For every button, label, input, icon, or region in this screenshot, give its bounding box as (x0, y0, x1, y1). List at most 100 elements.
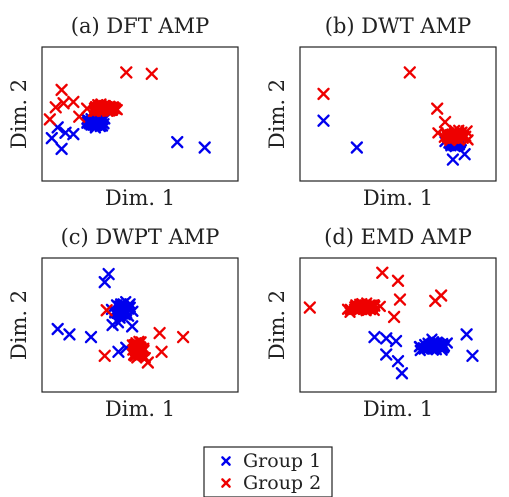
subplot-title: (b) DWT AMP (325, 14, 471, 38)
plot-frame (299, 257, 497, 393)
x-axis-label: Dim. 1 (105, 397, 175, 421)
series-2 (303, 266, 448, 324)
data-point (63, 328, 76, 341)
data-point (106, 318, 119, 332)
data-point (125, 320, 139, 333)
data-point (317, 114, 330, 127)
data-point (374, 300, 386, 313)
data-point (120, 66, 133, 79)
data-point (84, 330, 98, 344)
x-axis-label: Dim. 1 (363, 186, 433, 210)
data-point (438, 115, 452, 129)
data-point (317, 87, 330, 101)
data-point (120, 305, 132, 317)
data-point (380, 348, 393, 361)
data-point (112, 317, 125, 329)
data-point (145, 67, 158, 81)
subplot-title: (a) DFT AMP (71, 14, 209, 38)
data-point (389, 334, 403, 348)
data-point (198, 141, 211, 154)
data-point (55, 83, 68, 97)
data-point (106, 103, 118, 115)
data-point (98, 349, 111, 363)
data-point (55, 142, 68, 156)
legend-item: Group 1 (221, 450, 321, 472)
data-point (368, 330, 381, 344)
data-point (387, 310, 401, 324)
subplot-title: (c) DWPT AMP (61, 225, 220, 249)
legend-item: Group 2 (221, 472, 321, 494)
x-axis-label: Dim. 1 (105, 186, 175, 210)
data-point (155, 345, 168, 358)
data-point (393, 293, 407, 306)
data-point (102, 103, 115, 115)
y-axis-label: Dim. 2 (265, 79, 289, 149)
plot-frame (299, 46, 497, 182)
y-axis-label: Dim. 2 (265, 290, 289, 360)
series-2 (43, 66, 158, 126)
data-point (171, 135, 184, 149)
subplot-1: (a) DFT AMP Dim. 1 Dim. 2 (7, 14, 239, 210)
series-1 (368, 328, 479, 380)
data-point (303, 301, 316, 314)
y-axis-label: Dim. 2 (7, 79, 31, 149)
data-point (102, 267, 115, 281)
data-point (141, 356, 155, 369)
y-axis-label: Dim. 2 (7, 290, 31, 360)
data-point (391, 354, 405, 368)
data-point (94, 103, 106, 116)
data-point (91, 119, 103, 132)
series-1 (45, 111, 211, 156)
data-point (98, 275, 111, 289)
series-2 (317, 66, 474, 147)
data-point (176, 330, 190, 344)
data-point (112, 345, 125, 358)
x-axis-label: Dim. 1 (363, 397, 433, 421)
legend-marker (221, 478, 231, 488)
series-2 (98, 304, 190, 369)
data-point (391, 274, 405, 287)
data-point (57, 97, 70, 110)
data-point (460, 125, 473, 138)
data-point (395, 367, 409, 380)
data-point (431, 102, 444, 115)
data-point (376, 266, 389, 279)
data-point (429, 339, 441, 352)
data-point (67, 95, 80, 109)
data-point (87, 114, 100, 126)
subplot-title: (d) EMD AMP (324, 225, 472, 249)
legend-frame (203, 446, 333, 497)
data-point (466, 349, 479, 363)
data-point (110, 299, 123, 311)
data-point (51, 322, 64, 336)
data-point (127, 349, 140, 361)
data-point (460, 328, 473, 341)
legend-label: Group 1 (243, 450, 321, 472)
data-point (100, 304, 113, 317)
plot-frame (41, 46, 239, 182)
series-1 (51, 267, 139, 358)
legend-marker (221, 456, 231, 466)
data-point (67, 127, 80, 141)
data-point (380, 332, 393, 345)
data-point (350, 141, 364, 154)
data-point (49, 101, 62, 114)
data-point (120, 295, 132, 308)
data-point (45, 131, 58, 145)
data-point (43, 113, 57, 126)
data-point (450, 131, 463, 144)
subplot-2: (b) DWT AMP Dim. 1 Dim. 2 (265, 14, 497, 210)
data-point (432, 127, 444, 139)
data-point (153, 326, 166, 340)
data-point (403, 66, 416, 79)
subplot-3: (c) DWPT AMP Dim. 1 Dim. 2 (7, 225, 239, 421)
data-point (434, 289, 448, 302)
data-point (458, 147, 471, 161)
data-point (446, 153, 460, 166)
data-point (352, 302, 365, 314)
legend-label: Group 2 (243, 472, 321, 494)
subplot-4: (d) EMD AMP Dim. 1 Dim. 2 (265, 225, 497, 421)
plot-frame (41, 257, 239, 393)
